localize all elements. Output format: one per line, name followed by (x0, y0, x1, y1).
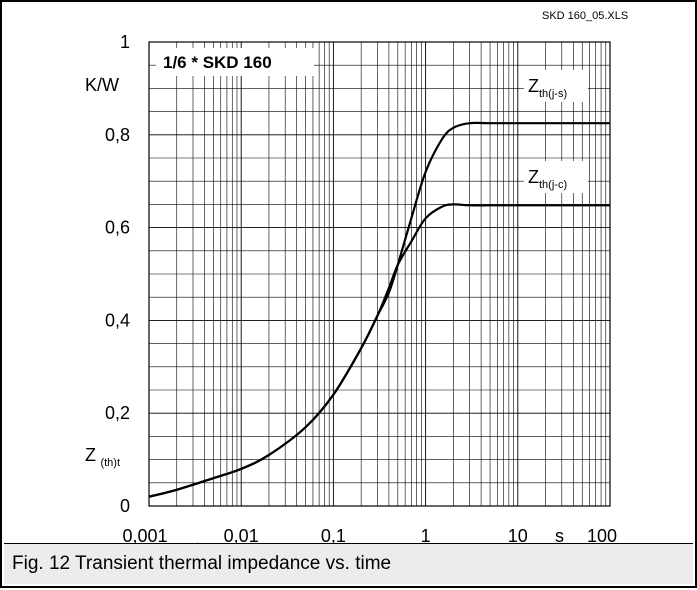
series-label-box (524, 161, 588, 193)
series-line-th(j-c) (148, 203, 610, 498)
series-label-sub: th(j-s) (539, 88, 567, 100)
y-axis-label: Z (th)t (85, 445, 120, 469)
series-label: Zth(j-s) (528, 76, 567, 100)
series-label-main: Z (528, 167, 539, 187)
x-tick-label: 0,001 (122, 526, 167, 546)
figure-caption: Fig. 12 Transient thermal impedance vs. … (12, 553, 392, 574)
series-layer (148, 121, 610, 498)
y-axis-label-sub: (th)t (100, 457, 120, 469)
caption-bar: Fig. 12 Transient thermal impedance vs. … (4, 543, 693, 584)
x-tick-label: 0,1 (321, 526, 346, 546)
y-tick-label: 0 (120, 496, 130, 516)
chart-title: 1/6 * SKD 160 (163, 53, 272, 72)
plot-border (148, 41, 611, 507)
x-tick-labels: 0,001 0,01 0,1 1 10 100 (122, 526, 617, 546)
chart-title-box (156, 48, 314, 76)
x-axis-unit: s (555, 526, 564, 546)
x-tick-label: 0,01 (224, 526, 259, 546)
x-tick-label: 10 (508, 526, 528, 546)
y-tick-label: 0,2 (105, 403, 130, 423)
grid (148, 42, 610, 506)
y-tick-labels: 0 0,2 0,4 0,6 0,8 1 (105, 32, 130, 516)
series-label-box (524, 70, 588, 102)
y-tick-label: 0,4 (105, 310, 130, 330)
x-tick-label: 1 (421, 526, 431, 546)
series-label-main: Z (528, 76, 539, 96)
y-tick-label: 0,8 (105, 125, 130, 145)
y-tick-label: 0,6 (105, 218, 130, 238)
x-tick-label: 100 (587, 526, 617, 546)
y-axis-unit: K/W (85, 75, 119, 95)
series-labels: Zth(j-s)Zth(j-c) (524, 70, 588, 193)
y-tick-label: 1 (120, 32, 130, 52)
y-axis-label-main: Z (85, 445, 96, 465)
series-label: Zth(j-c) (528, 167, 567, 191)
file-label: SKD 160_05.XLS (542, 10, 628, 22)
series-label-sub: th(j-c) (539, 179, 567, 191)
